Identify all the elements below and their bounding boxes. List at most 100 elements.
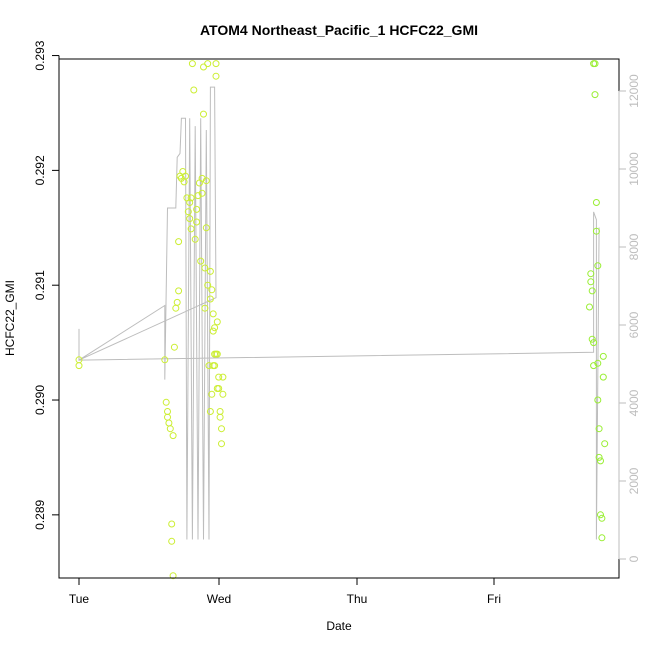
data-point bbox=[599, 373, 607, 381]
data-point bbox=[206, 295, 214, 303]
data-point bbox=[173, 298, 181, 306]
y2-tick-label: 8000 bbox=[627, 233, 641, 260]
y-tick-label: 0.292 bbox=[33, 155, 47, 185]
data-point bbox=[182, 172, 189, 180]
data-point bbox=[218, 440, 225, 448]
data-point bbox=[169, 572, 177, 580]
data-point bbox=[198, 189, 206, 197]
data-point bbox=[168, 520, 176, 528]
data-point bbox=[204, 281, 212, 289]
data-point bbox=[190, 86, 198, 94]
data-point bbox=[200, 110, 207, 118]
data-point bbox=[162, 398, 170, 406]
plot-frame bbox=[58, 58, 620, 579]
data-point bbox=[197, 257, 205, 265]
data-point bbox=[588, 287, 596, 295]
data-point bbox=[592, 227, 600, 235]
series-layer bbox=[75, 60, 609, 580]
y-tick-label: 0.289 bbox=[33, 500, 47, 530]
y-tick-label: 0.291 bbox=[33, 270, 47, 300]
data-point bbox=[591, 60, 599, 68]
x-axis: Tue Wed Thu Fri bbox=[69, 577, 501, 606]
data-point bbox=[206, 267, 214, 275]
data-point bbox=[218, 425, 225, 433]
data-point bbox=[208, 286, 216, 294]
data-point bbox=[187, 194, 195, 202]
y2-tick-label: 12000 bbox=[627, 74, 641, 108]
y2-tick-label: 0 bbox=[627, 555, 641, 562]
data-point bbox=[212, 72, 220, 80]
data-point bbox=[215, 373, 223, 381]
data-point bbox=[591, 91, 599, 99]
data-point bbox=[209, 362, 217, 370]
x-tick-label: Thu bbox=[347, 592, 368, 606]
data-point bbox=[209, 310, 217, 318]
chart-title: ATOM4 Northeast_Pacific_1 HCFC22_GMI bbox=[200, 22, 478, 38]
data-point bbox=[193, 205, 201, 213]
y-tick-label: 0.290 bbox=[33, 385, 47, 415]
data-point bbox=[75, 362, 83, 370]
data-point bbox=[209, 327, 217, 335]
data-point bbox=[592, 199, 600, 206]
y-tick-label: 0.293 bbox=[33, 40, 47, 70]
y2-tick-label: 6000 bbox=[627, 311, 641, 338]
data-point bbox=[164, 413, 171, 421]
y2-tick-label: 2000 bbox=[627, 467, 641, 494]
data-point bbox=[194, 192, 202, 200]
x-axis-label: Date bbox=[326, 619, 352, 633]
data-point bbox=[598, 534, 606, 542]
data-point bbox=[193, 218, 201, 226]
data-point bbox=[208, 390, 216, 398]
x-tick-label: Wed bbox=[207, 592, 231, 606]
data-point bbox=[590, 362, 598, 370]
data-point bbox=[201, 264, 209, 272]
data-point bbox=[161, 356, 169, 364]
data-point bbox=[212, 350, 220, 358]
data-point bbox=[594, 396, 602, 404]
data-point bbox=[172, 304, 180, 312]
data-point bbox=[201, 304, 209, 312]
data-point bbox=[594, 262, 602, 270]
data-point bbox=[216, 408, 224, 415]
data-point bbox=[597, 457, 604, 465]
data-point bbox=[595, 453, 603, 461]
y-axis-label: HCFC22_GMI bbox=[3, 280, 17, 356]
data-point bbox=[165, 419, 173, 427]
x-tick-label: Tue bbox=[69, 592, 90, 606]
data-point bbox=[188, 60, 196, 68]
data-point bbox=[219, 373, 227, 381]
data-point bbox=[598, 514, 606, 522]
data-point bbox=[586, 303, 593, 311]
data-point bbox=[588, 335, 596, 343]
data-point bbox=[202, 224, 210, 232]
y2-axis: 0 2000 4000 6000 8000 10000 12000 bbox=[618, 74, 641, 562]
altitude-line bbox=[78, 86, 600, 540]
data-point bbox=[595, 425, 603, 433]
data-point bbox=[213, 318, 221, 326]
data-point bbox=[170, 343, 178, 351]
data-point bbox=[213, 385, 221, 392]
data-point bbox=[216, 413, 224, 421]
data-point bbox=[168, 537, 176, 545]
data-point bbox=[587, 270, 595, 278]
data-point bbox=[164, 408, 171, 415]
data-point bbox=[175, 238, 183, 246]
data-point bbox=[198, 174, 206, 182]
data-point bbox=[597, 511, 604, 519]
data-point bbox=[186, 215, 194, 223]
data-point bbox=[599, 352, 607, 360]
x-tick-label: Fri bbox=[487, 592, 501, 606]
data-point bbox=[200, 63, 207, 71]
data-point bbox=[601, 440, 609, 448]
data-point bbox=[212, 60, 220, 68]
data-point bbox=[191, 235, 199, 243]
data-point bbox=[175, 287, 183, 295]
data-point bbox=[204, 60, 212, 68]
data-point bbox=[169, 432, 177, 440]
data-point bbox=[594, 359, 602, 367]
data-point bbox=[166, 425, 174, 433]
data-point bbox=[587, 278, 595, 286]
data-point bbox=[219, 390, 227, 398]
data-point bbox=[187, 225, 195, 233]
